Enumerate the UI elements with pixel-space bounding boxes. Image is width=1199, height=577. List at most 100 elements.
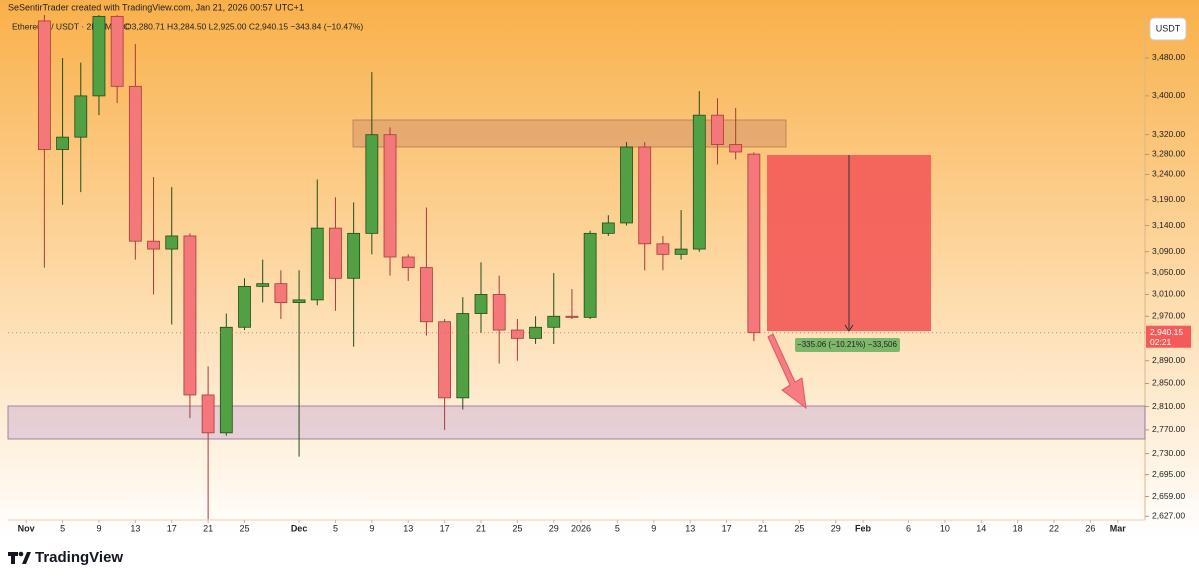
candle-body [510,329,524,339]
x-tick-label: 25 [512,523,522,533]
y-tick-label: 3,050.00 [1152,267,1185,277]
y-tick-label: 3,010.00 [1152,289,1185,299]
candle-body [310,227,324,301]
currency[interactable]: USDT [1156,23,1181,33]
y-tick-label: 3,090.00 [1152,246,1185,256]
brand-logo [8,551,31,564]
x-tick-label: 10 [940,523,950,533]
measure-arrowhead [844,324,854,332]
candle-body [438,321,452,399]
x-tick-label: 17 [440,523,450,533]
x-tick-label: 9 [96,523,101,533]
candle-body [128,85,142,242]
candle-body [274,283,288,304]
candle-body [601,222,615,234]
x-tick-label: Nov [18,523,35,533]
candle-body [692,114,706,250]
candle-body [347,232,361,279]
candle-body [729,144,743,153]
x-tick-label: 25 [794,523,804,533]
candle-body [147,240,160,250]
x-tick-label: 13 [130,523,140,533]
candle-body [656,243,670,255]
x-tick-label: 2026 [571,523,591,533]
candle-body [365,134,379,234]
x-tick-label: 21 [203,523,213,533]
candle-body [401,256,415,269]
last-price-label: 2,940.15 [1150,327,1183,337]
ohlc: O3,280.71 H3,284.50 L2,925.00 C2,940.15 … [125,21,363,31]
y-tick-label: 3,140.00 [1152,220,1185,230]
candle-body [638,146,652,245]
x-tick-label: Mar [1110,523,1127,533]
y-tick-label: 2,695.00 [1152,469,1185,479]
x-tick-label: 29 [831,523,841,533]
y-tick-label: 3,280.00 [1152,149,1185,159]
x-tick-label: 9 [369,523,374,533]
x-tick-label: 13 [403,523,413,533]
symbol: Ethereum / USDT · 2D · MEXC [12,21,129,31]
candle-body [456,313,470,399]
candle-body [329,227,342,279]
x-tick-label: 6 [906,523,911,533]
candle-body [674,248,688,255]
y-tick-label: 3,400.00 [1152,90,1185,100]
candle-body [183,235,197,396]
y-tick-label: 3,480.00 [1152,52,1185,62]
candle-body [256,283,270,287]
x-tick-label: 18 [1013,523,1023,533]
x-tick-label: 13 [685,523,695,533]
y-tick-label: 2,627.00 [1152,511,1185,521]
candle-body [74,95,88,138]
down-arrow [767,333,807,410]
x-tick-label: 14 [976,523,986,533]
candle-body [474,294,488,314]
x-tick-label: 9 [651,523,656,533]
measure-label: −335.06 (−10.21%) −33,506 [797,340,897,349]
candle-body [238,285,251,328]
x-tick-label: 5 [615,523,620,533]
candle-body [201,394,215,434]
candle-body [292,299,306,304]
candle-body [565,315,579,318]
candle-body [92,15,106,97]
x-tick-label: 21 [758,523,768,533]
y-tick-label: 3,240.00 [1152,169,1185,179]
candle-body [583,232,597,318]
y-tick-label: 2,730.00 [1152,448,1185,458]
x-tick-label: 17 [167,523,177,533]
x-tick-label: 17 [722,523,732,533]
last-price-tag [1146,325,1191,348]
y-tick-label: 2,850.00 [1152,378,1185,388]
y-tick-label: 2,810.00 [1152,401,1185,411]
candle-body [219,326,233,434]
measure-label-box [795,338,900,352]
candle-body [56,136,69,150]
x-tick-label: 21 [476,523,486,533]
x-tick-label: 25 [239,523,249,533]
candle-body [747,153,761,334]
candle-body [383,134,397,258]
y-tick-label: 2,770.00 [1152,424,1185,434]
candle-body [711,114,724,145]
footer-bg [0,540,1199,577]
support-zone [7,405,1146,440]
currency-box[interactable] [1149,17,1187,41]
candle-body [547,315,561,328]
background [0,0,1199,540]
x-tick-label: Feb [855,523,872,533]
y-tick-label: 2,890.00 [1152,355,1185,365]
credit: SeSentirTrader created with TradingView.… [8,2,304,12]
y-tick-label: 3,190.00 [1152,194,1185,204]
candle-body [110,15,124,87]
x-tick-label: 22 [1049,523,1059,533]
x-tick-label: 29 [549,523,559,533]
candle-body [529,326,542,339]
candle-body [420,267,433,323]
candle-body [165,235,179,250]
x-tick-label: 5 [333,523,338,533]
candle-body [492,294,506,331]
x-tick-label: Dec [291,523,308,533]
countdown: 02:21 [1150,337,1172,347]
